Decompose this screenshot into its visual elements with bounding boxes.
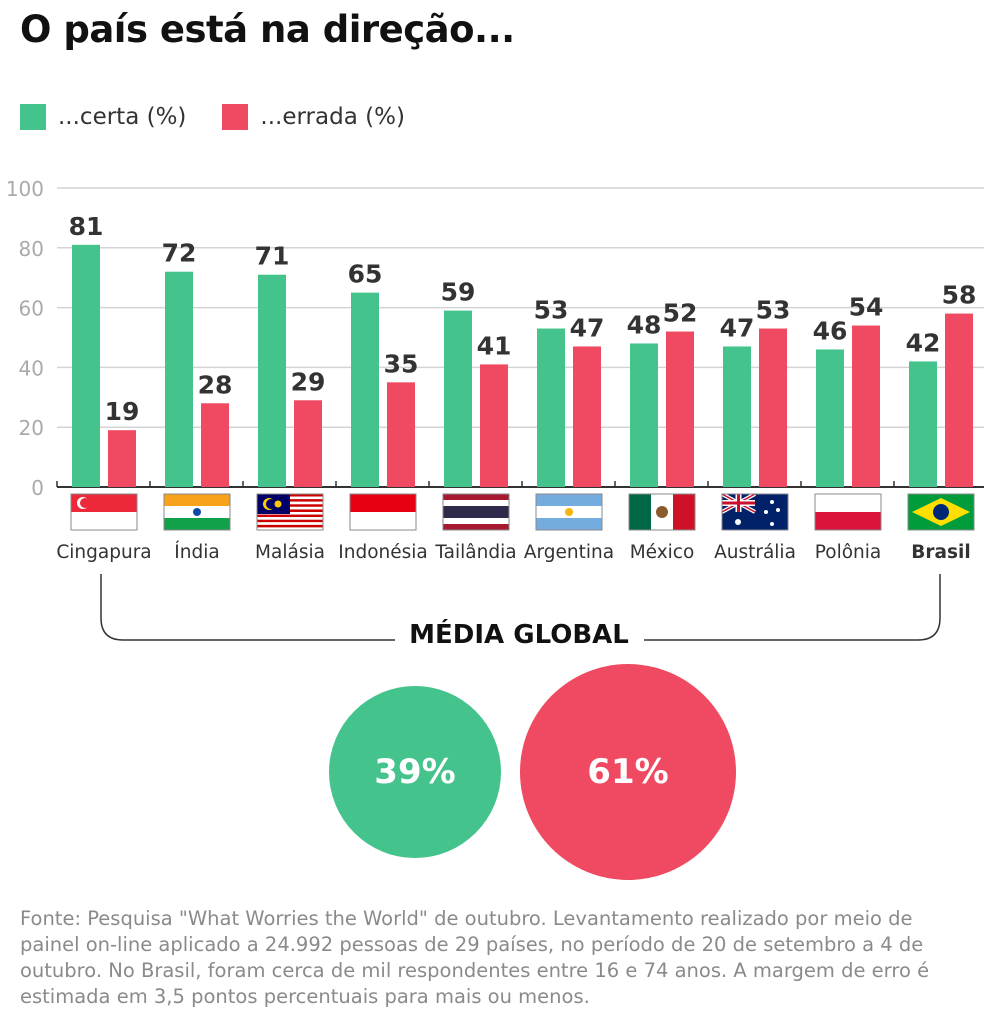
bar-errada	[759, 328, 787, 487]
source-note: Fonte: Pesquisa "What Worries the World"…	[20, 907, 930, 1008]
x-category-label: Cingapura	[56, 542, 151, 563]
media-errada-circle: 61%	[520, 664, 736, 880]
legend-item-errada: ...errada (%)	[222, 104, 405, 130]
data-label: 59	[441, 278, 476, 307]
flag-brasil-icon	[907, 493, 975, 531]
flag-indonésia-icon	[349, 493, 417, 531]
flag-austrália-icon	[721, 492, 789, 531]
x-category-label: Brasil	[911, 542, 970, 563]
bar-errada	[852, 325, 880, 487]
data-label: 48	[627, 310, 662, 339]
data-label: 46	[813, 316, 848, 345]
x-category-label: Tailândia	[434, 542, 516, 563]
x-category-label: Austrália	[714, 542, 796, 563]
data-label: 58	[942, 281, 977, 310]
bar-certa	[816, 349, 844, 487]
y-tick-label: 60	[19, 297, 44, 321]
media-certa-circle: 39%	[329, 686, 501, 858]
bar-certa	[165, 271, 193, 487]
legend: ...certa (%) ...errada (%)	[20, 104, 405, 130]
legend-label-certa: ...certa (%)	[58, 104, 187, 130]
bar-certa	[630, 343, 658, 487]
bar-errada	[294, 400, 322, 487]
bar-errada	[201, 403, 229, 487]
data-label: 42	[906, 328, 941, 357]
bar-certa	[72, 244, 100, 487]
y-tick-label: 0	[31, 476, 44, 500]
x-category-label: Polônia	[815, 542, 881, 563]
y-tick-label: 40	[19, 356, 44, 380]
x-category-label: Índia	[174, 541, 219, 563]
data-label: 65	[348, 260, 383, 289]
data-label: 47	[570, 313, 605, 342]
bar-certa	[351, 292, 379, 487]
media-certa-value: 39%	[374, 752, 456, 792]
data-label: 72	[162, 239, 197, 268]
bar-errada	[573, 346, 601, 487]
flag-malásia-icon	[256, 493, 324, 531]
flag-índia-icon	[163, 493, 231, 531]
bar-certa	[258, 274, 286, 487]
flag-polônia-icon	[814, 493, 882, 531]
data-label: 28	[198, 370, 233, 399]
x-category-label: Indonésia	[338, 542, 427, 563]
y-tick-label: 20	[19, 416, 44, 440]
bar-errada	[108, 430, 136, 487]
data-label: 47	[720, 313, 755, 342]
bar-errada	[480, 364, 508, 487]
flag-tailândia-icon	[442, 493, 510, 531]
legend-swatch-errada	[222, 104, 249, 130]
data-label: 29	[291, 367, 326, 396]
media-global-label: MÉDIA GLOBAL	[409, 620, 629, 650]
x-category-label: Argentina	[524, 542, 614, 563]
data-label: 71	[255, 242, 290, 271]
media-errada-value: 61%	[587, 752, 669, 792]
bar-certa	[537, 328, 565, 487]
x-category-label: Malásia	[255, 542, 325, 563]
legend-item-certa: ...certa (%)	[20, 104, 186, 130]
flag-cingapura-icon	[70, 493, 138, 531]
legend-label-errada: ...errada (%)	[260, 104, 405, 130]
bar-errada	[387, 382, 415, 487]
bar-chart: 0 20 40 60 80 100 81 19 Cingapura 72 28 Índia 71 29 Ma…	[6, 177, 984, 641]
y-tick-label: 100	[6, 177, 44, 201]
data-label: 53	[534, 296, 569, 325]
flag-argentina-icon	[535, 493, 603, 531]
data-label: 54	[849, 293, 884, 322]
bar-certa	[723, 346, 751, 487]
chart-title: O país está na direção...	[20, 8, 515, 51]
data-label: 41	[477, 331, 512, 360]
bar-errada	[666, 331, 694, 487]
data-label: 53	[756, 296, 791, 325]
flag-méxico-icon	[628, 493, 696, 531]
bar-certa	[444, 310, 472, 487]
legend-swatch-certa	[20, 104, 46, 130]
bar-certa	[909, 361, 937, 487]
data-label: 35	[384, 349, 419, 378]
media-global-bracket	[100, 574, 941, 641]
bar-errada	[945, 313, 973, 487]
data-label: 81	[69, 212, 104, 241]
data-label: 19	[105, 397, 140, 426]
data-label: 52	[663, 299, 698, 328]
y-tick-label: 80	[19, 237, 44, 261]
x-category-label: México	[630, 542, 695, 563]
